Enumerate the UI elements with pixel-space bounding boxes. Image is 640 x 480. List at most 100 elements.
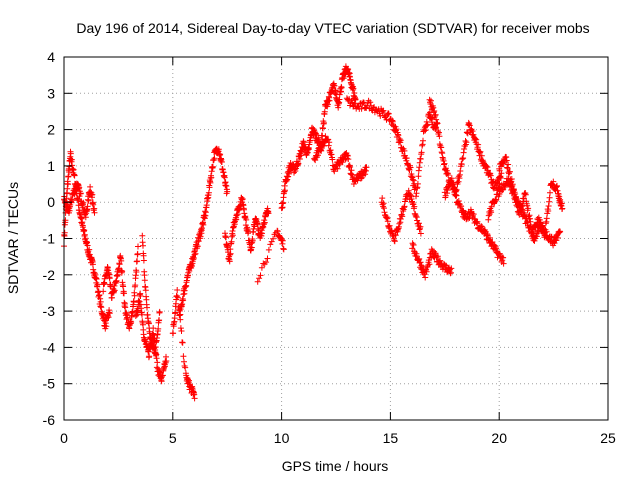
data-point xyxy=(338,84,345,91)
data-point xyxy=(163,358,170,364)
data-point xyxy=(76,184,83,191)
data-point xyxy=(320,119,327,126)
y-tick-label: -6 xyxy=(43,412,56,428)
data-point xyxy=(209,163,216,170)
data-point xyxy=(357,175,364,182)
y-tick-label: 4 xyxy=(47,49,55,65)
data-point xyxy=(350,85,357,92)
data-point xyxy=(379,108,386,115)
data-point xyxy=(84,239,90,246)
data-point xyxy=(134,258,141,265)
data-point xyxy=(208,174,215,181)
data-point xyxy=(120,283,127,290)
data-point xyxy=(477,148,484,155)
y-tick-label: 3 xyxy=(47,85,55,101)
data-point xyxy=(128,319,135,325)
data-point xyxy=(296,156,303,162)
data-point xyxy=(386,222,393,229)
data-point xyxy=(414,180,421,187)
data-point xyxy=(119,268,126,275)
x-tick-label: 20 xyxy=(491,430,507,446)
data-point xyxy=(255,225,261,232)
data-point xyxy=(191,395,198,402)
data-point xyxy=(508,183,515,190)
data-point xyxy=(270,235,277,242)
data-point xyxy=(93,276,100,282)
series-arc-5 xyxy=(139,232,163,357)
data-point xyxy=(281,188,288,195)
data-point xyxy=(367,99,374,106)
data-point xyxy=(62,217,69,224)
data-point xyxy=(441,160,448,167)
data-point xyxy=(211,155,218,162)
data-point xyxy=(188,263,195,270)
data-point xyxy=(466,122,473,129)
data-point xyxy=(274,228,281,235)
data-point xyxy=(141,277,148,284)
data-point xyxy=(263,259,270,266)
data-point xyxy=(326,139,333,146)
data-point xyxy=(417,259,424,266)
data-point xyxy=(254,278,261,285)
data-point xyxy=(178,328,185,334)
data-point xyxy=(135,243,141,250)
data-point xyxy=(182,364,189,371)
series-arc-4 xyxy=(132,290,170,385)
data-point xyxy=(442,192,449,199)
data-point xyxy=(80,199,87,206)
data-point xyxy=(463,139,470,146)
data-point xyxy=(474,218,481,225)
data-point xyxy=(409,176,416,183)
data-point xyxy=(415,173,422,180)
data-point xyxy=(190,255,197,261)
data-point xyxy=(259,230,265,237)
data-point xyxy=(84,203,91,210)
data-point xyxy=(453,192,460,199)
data-point xyxy=(181,358,187,365)
y-tick-label: -3 xyxy=(43,303,56,319)
data-point xyxy=(99,310,106,317)
data-point xyxy=(155,325,162,332)
data-point xyxy=(280,199,287,206)
data-point xyxy=(449,181,456,188)
data-point xyxy=(403,155,410,162)
data-point xyxy=(407,164,414,171)
data-point xyxy=(226,258,233,265)
data-point xyxy=(197,233,204,240)
data-point xyxy=(103,323,110,330)
data-point xyxy=(68,156,75,163)
data-point xyxy=(66,169,73,175)
data-point xyxy=(319,125,326,132)
data-point xyxy=(493,196,500,203)
data-point xyxy=(500,260,507,267)
data-point xyxy=(122,304,129,311)
data-point xyxy=(434,253,441,260)
data-point xyxy=(229,232,236,239)
data-point xyxy=(108,294,115,301)
x-axis-label: GPS time / hours xyxy=(282,458,389,474)
data-point xyxy=(264,255,271,262)
data-point xyxy=(385,110,392,117)
data-point xyxy=(113,277,120,284)
y-tick-label: -1 xyxy=(43,231,56,247)
data-point xyxy=(310,125,317,132)
data-point xyxy=(75,196,82,203)
data-point xyxy=(121,290,127,297)
data-point xyxy=(223,234,229,241)
data-point xyxy=(177,325,184,332)
data-point xyxy=(179,339,186,346)
x-tick-label: 10 xyxy=(274,430,290,446)
data-point xyxy=(261,219,268,226)
data-point xyxy=(321,108,328,115)
data-point xyxy=(65,173,72,180)
data-point xyxy=(410,242,417,248)
y-tick-label: -2 xyxy=(43,267,56,283)
data-point xyxy=(78,215,85,222)
data-point xyxy=(139,232,146,239)
y-tick-label: 2 xyxy=(47,122,55,138)
data-point xyxy=(448,265,455,272)
y-tick-label: -4 xyxy=(43,339,56,355)
data-point xyxy=(519,207,526,214)
data-point xyxy=(144,304,150,311)
data-point xyxy=(139,311,145,318)
